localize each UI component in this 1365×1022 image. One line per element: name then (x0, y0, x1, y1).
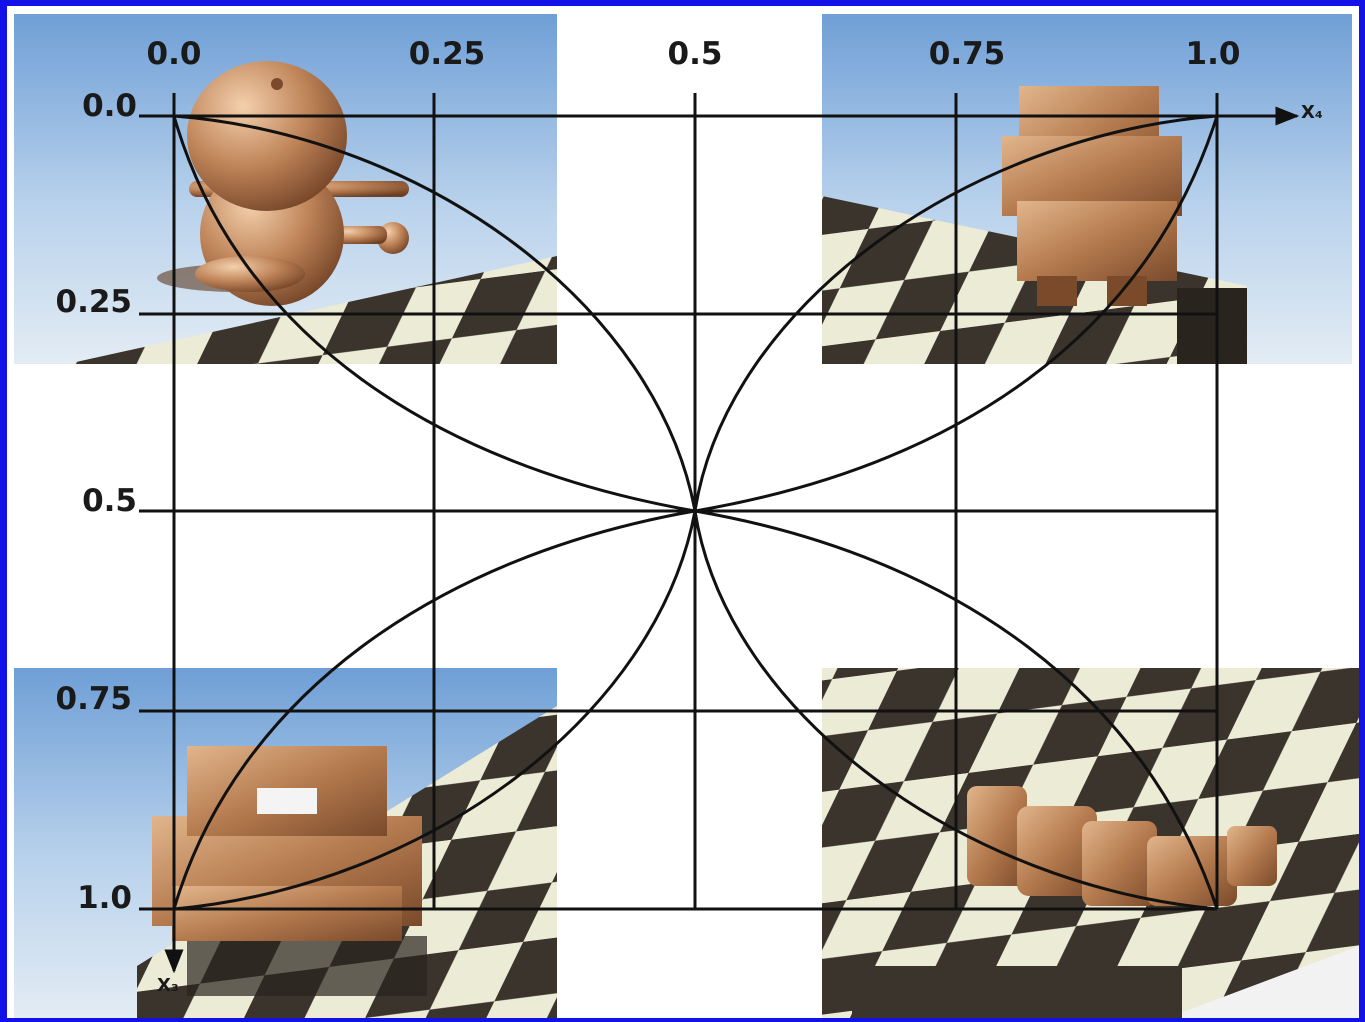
y-tick-2: 0.5 (82, 483, 137, 519)
curve-tl-inner (173, 114, 697, 512)
x-tick-2: 0.5 (668, 36, 723, 72)
curve-tr-inner (693, 114, 1218, 512)
y-tick-0: 0.0 (82, 88, 137, 124)
x-tick-3: 0.75 (929, 36, 1006, 72)
x-axis-name: X₄ (1301, 102, 1323, 123)
diagram-frame: 0.0 0.25 0.5 0.75 1.0 0.0 0.25 0.5 0.75 … (7, 6, 1359, 1018)
x-tick-0: 0.0 (147, 36, 202, 72)
image-top-left (14, 14, 557, 364)
image-bottom-right (822, 668, 1359, 1018)
image-top-right (822, 14, 1352, 364)
curve-bl-outer (172, 509, 696, 910)
y-tick-1: 0.25 (56, 284, 133, 320)
image-bottom-left (14, 668, 557, 1018)
curve-tl-outer (172, 115, 696, 513)
curve-br-inner (693, 510, 1218, 911)
curve-br-outer (694, 509, 1219, 910)
curve-bl-inner (173, 510, 697, 911)
grid-lines (139, 93, 1219, 911)
y-tick-labels: 0.0 0.25 0.5 0.75 1.0 (56, 88, 138, 916)
interpolation-diagram: 0.0 0.25 0.5 0.75 1.0 0.0 0.25 0.5 0.75 … (14, 14, 1359, 1018)
curve-tr-outer (694, 115, 1219, 513)
y-tick-3: 0.75 (56, 681, 133, 717)
y-axis-name: X₃ (157, 975, 179, 996)
interpolation-curves (172, 114, 1219, 911)
x-tick-labels: 0.0 0.25 0.5 0.75 1.0 (147, 36, 1241, 72)
x-tick-1: 0.25 (409, 36, 486, 72)
axes (139, 93, 1300, 974)
y-tick-4: 1.0 (77, 880, 132, 916)
x-tick-4: 1.0 (1186, 36, 1241, 72)
